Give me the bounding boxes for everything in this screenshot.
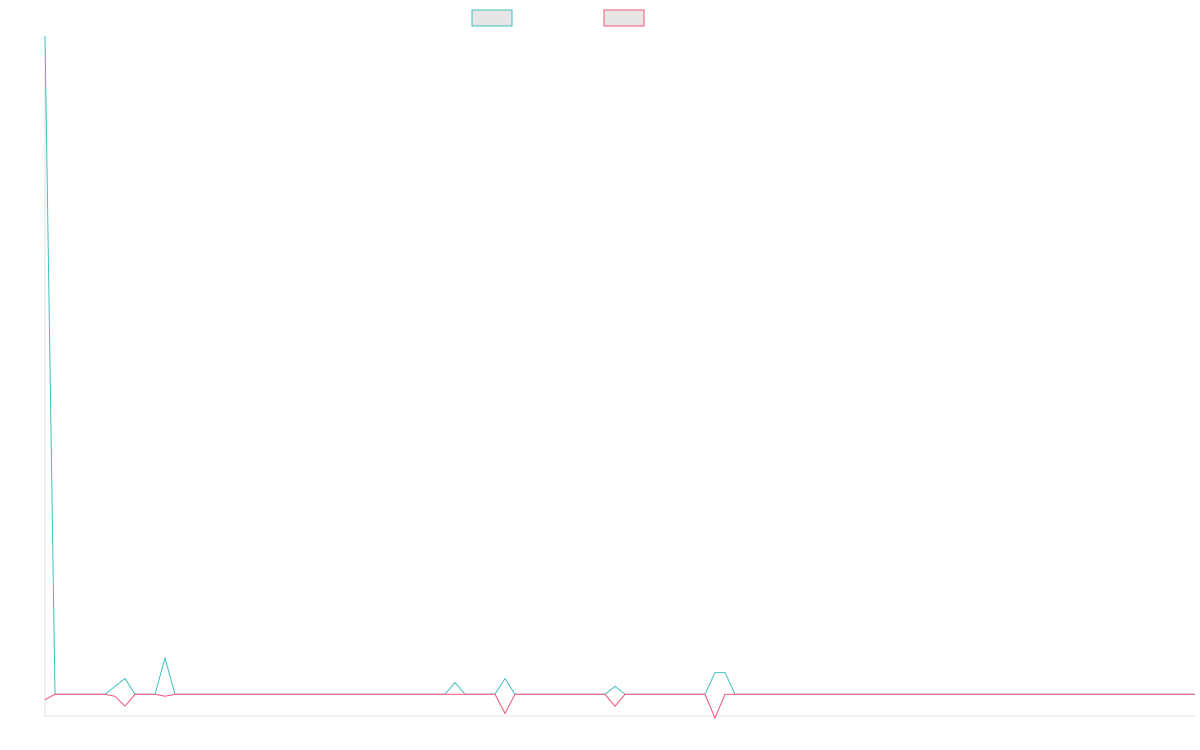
series-line [44,35,1195,695]
legend-swatch[interactable] [603,9,645,27]
legend-swatch[interactable] [471,9,513,27]
series-line [44,693,1195,720]
